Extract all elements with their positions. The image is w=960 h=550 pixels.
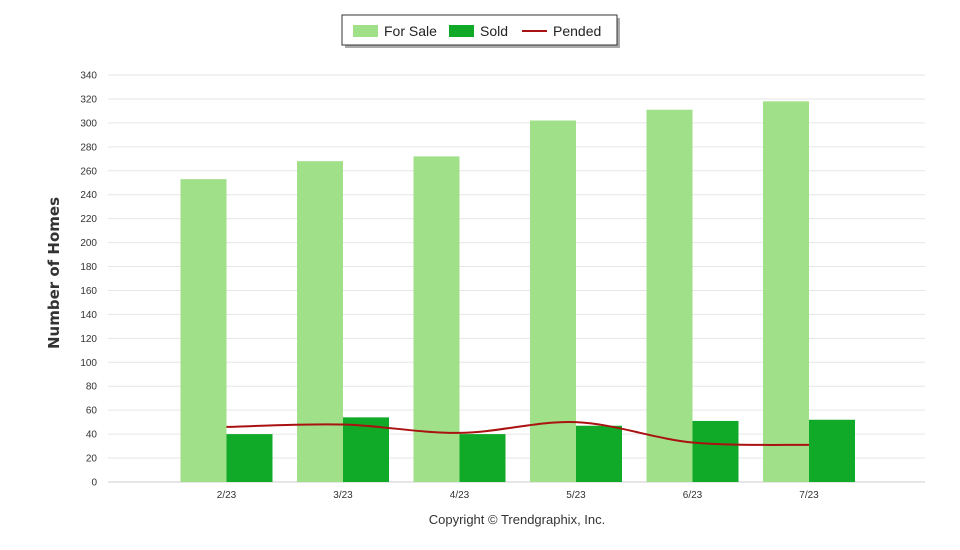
x-tick-label: 3/23 <box>333 490 353 501</box>
y-tick-label: 80 <box>86 382 98 393</box>
x-tick-label: 7/23 <box>799 490 819 501</box>
y-tick-label: 180 <box>80 262 97 273</box>
y-tick-label: 140 <box>80 310 97 321</box>
pended-line-group <box>226 421 810 446</box>
pended-line <box>226 421 810 446</box>
y-tick-label: 240 <box>80 190 97 201</box>
legend-label-sold: Sold <box>480 23 508 39</box>
y-tick-label: 40 <box>86 430 98 441</box>
y-tick-label: 160 <box>80 286 97 297</box>
bar-for-sale-4-23 <box>413 156 460 482</box>
bar-sold-7-23 <box>809 419 855 482</box>
y-tick-label: 280 <box>80 142 97 153</box>
y-tick-label: 320 <box>80 94 97 105</box>
y-tick-label: 220 <box>80 214 97 225</box>
bar-sold-6-23 <box>692 420 739 482</box>
legend-swatch-for-sale <box>353 25 378 37</box>
y-tick-label: 100 <box>80 358 97 369</box>
x-tick-label: 4/23 <box>450 490 470 501</box>
y-tick-label: 200 <box>80 238 97 249</box>
y-tick-label: 260 <box>80 166 97 177</box>
copyright-text: Copyright © Trendgraphix, Inc. <box>429 512 606 527</box>
bar-sold-5-23 <box>576 425 622 482</box>
x-tick-label: 2/23 <box>217 490 237 501</box>
x-axis-ticks: 2/23 3/23 4/23 5/23 6/23 7/23 <box>217 490 819 501</box>
y-axis-label: Number of Homes <box>45 197 63 349</box>
bar-sold-2-23 <box>226 434 273 482</box>
bars <box>180 101 855 483</box>
y-tick-label: 20 <box>86 454 98 465</box>
y-tick-label: 300 <box>80 118 97 129</box>
legend-label-for-sale: For Sale <box>384 23 437 39</box>
bar-for-sale-7-23 <box>763 101 809 482</box>
y-tick-label: 340 <box>80 71 97 82</box>
legend-swatch-sold <box>449 25 474 37</box>
x-tick-label: 5/23 <box>566 490 586 501</box>
bar-for-sale-2-23 <box>180 179 227 483</box>
y-tick-label: 0 <box>91 478 97 489</box>
bar-sold-4-23 <box>459 434 506 482</box>
bar-for-sale-3-23 <box>297 161 343 482</box>
x-tick-label: 6/23 <box>683 490 703 501</box>
y-tick-label: 60 <box>86 406 98 417</box>
bar-for-sale-6-23 <box>646 109 693 482</box>
legend: For Sale Sold Pended <box>341 14 620 48</box>
y-tick-label: 120 <box>80 334 97 345</box>
y-axis-ticks: 0 20 40 60 80 100 120 140 160 180 200 220 240 260 280 3… <box>80 71 97 489</box>
legend-label-pended: Pended <box>553 23 601 39</box>
bar-for-sale-5-23 <box>530 120 576 483</box>
